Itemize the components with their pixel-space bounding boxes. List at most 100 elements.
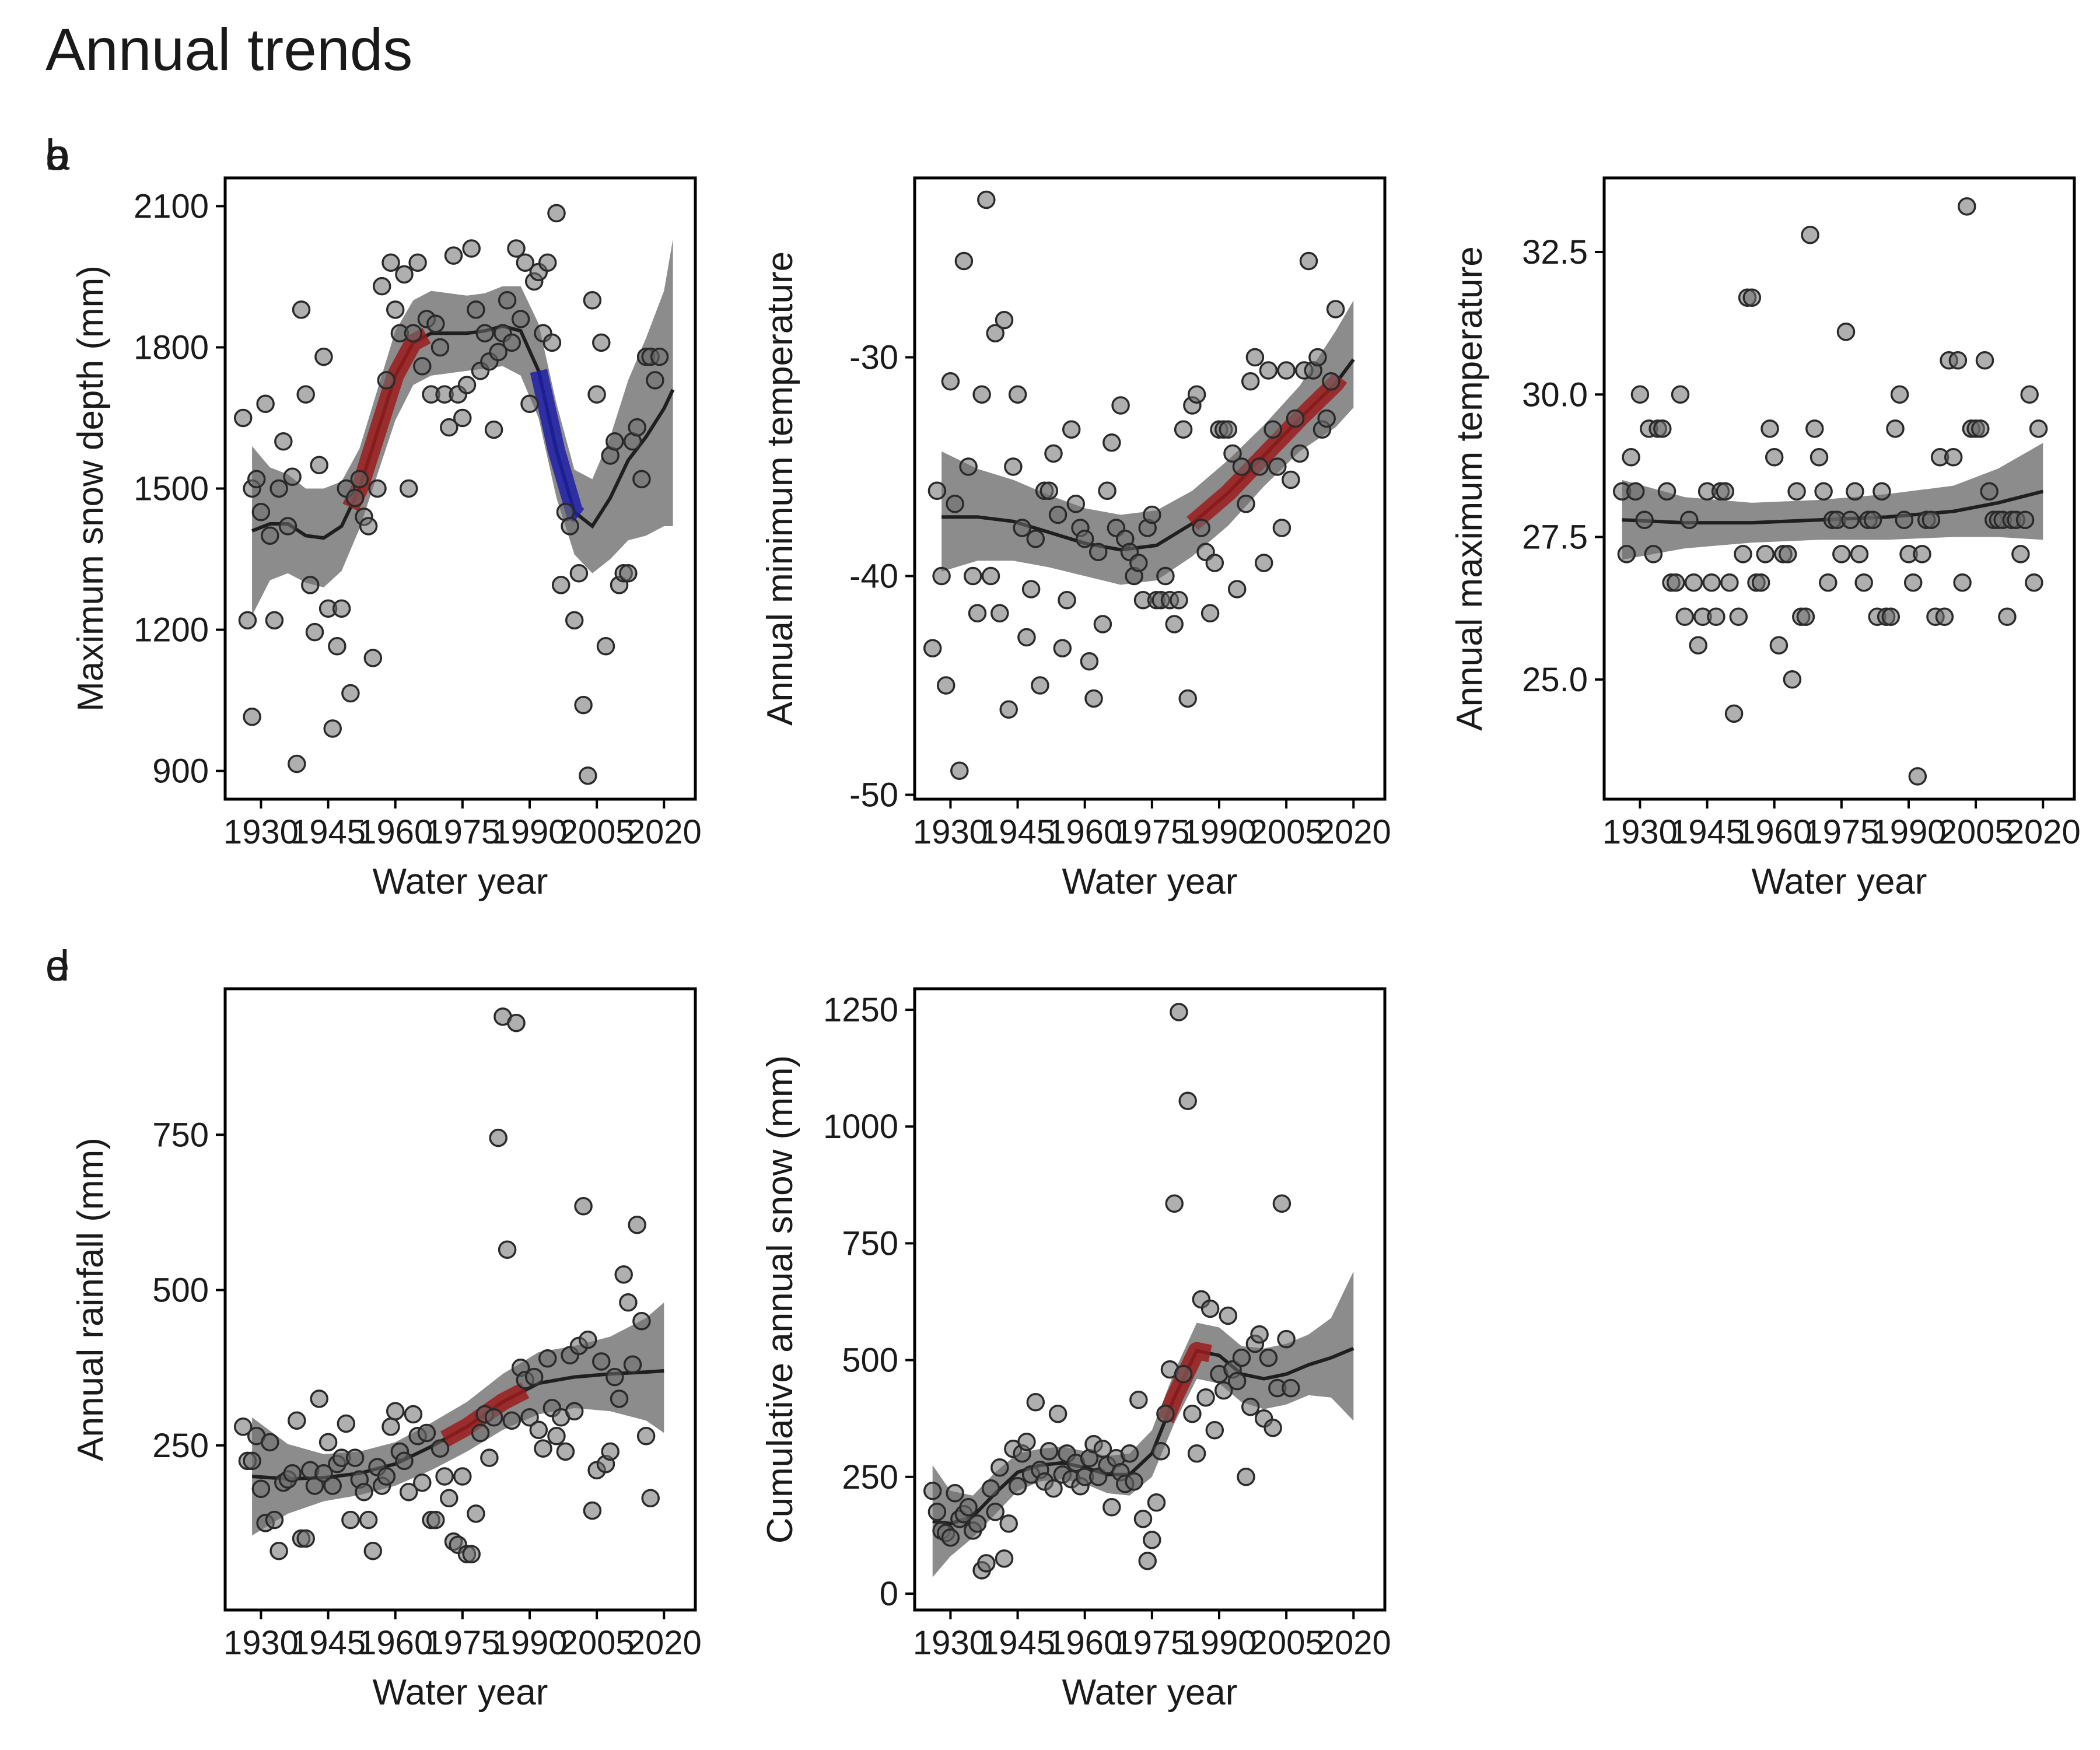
data-point bbox=[538, 253, 557, 272]
panels-container: a193019451960197519902005202090012001500… bbox=[46, 131, 2081, 1713]
data-point bbox=[1223, 444, 1242, 463]
panel-border bbox=[1602, 176, 2076, 801]
y-tick-label: 1000 bbox=[823, 1108, 898, 1146]
data-point bbox=[1259, 361, 1278, 380]
data-point bbox=[1836, 323, 1856, 341]
data-point bbox=[310, 1390, 328, 1408]
data-point bbox=[305, 622, 324, 642]
data-point bbox=[1286, 409, 1305, 428]
data-point bbox=[999, 1514, 1018, 1533]
data-point bbox=[574, 695, 593, 715]
data-point bbox=[484, 1408, 503, 1427]
data-point bbox=[946, 495, 964, 513]
data-point bbox=[1322, 372, 1340, 391]
data-point bbox=[1832, 545, 1851, 564]
data-point bbox=[507, 239, 526, 258]
data-point bbox=[1308, 348, 1327, 367]
data-point bbox=[1250, 457, 1269, 476]
data-point bbox=[323, 719, 342, 738]
data-point bbox=[1017, 1432, 1036, 1451]
data-point bbox=[238, 611, 257, 630]
data-point bbox=[579, 766, 597, 785]
data-point bbox=[1008, 1477, 1027, 1496]
plot-area bbox=[233, 204, 675, 785]
data-point bbox=[467, 300, 485, 319]
data-point bbox=[1075, 529, 1094, 548]
y-tick-label: 250 bbox=[842, 1458, 898, 1496]
data-point bbox=[928, 481, 947, 501]
data-point bbox=[1299, 251, 1318, 271]
data-point bbox=[1282, 1378, 1300, 1398]
data-point bbox=[551, 576, 570, 594]
data-point bbox=[583, 291, 602, 310]
data-point bbox=[265, 611, 284, 630]
data-point bbox=[1245, 348, 1265, 367]
confidence-band bbox=[1622, 443, 2043, 560]
data-point bbox=[936, 676, 956, 695]
data-point bbox=[614, 1265, 633, 1284]
data-point bbox=[440, 1489, 459, 1508]
data-point bbox=[1080, 652, 1099, 671]
data-point bbox=[1237, 1468, 1255, 1486]
data-point bbox=[596, 637, 615, 656]
x-tick-label: 1930 bbox=[223, 1624, 299, 1662]
data-point bbox=[986, 324, 1005, 342]
y-tick-label: -40 bbox=[849, 558, 898, 596]
data-point bbox=[1129, 1390, 1148, 1409]
data-point bbox=[1040, 481, 1059, 501]
data-point bbox=[542, 333, 562, 352]
x-tick-label: 1960 bbox=[1737, 813, 1812, 851]
data-point bbox=[1129, 554, 1148, 572]
data-point bbox=[1147, 1493, 1166, 1512]
data-point bbox=[484, 420, 503, 439]
data-point bbox=[959, 1498, 978, 1517]
data-point bbox=[1254, 554, 1273, 572]
data-point bbox=[288, 754, 306, 774]
data-point bbox=[1935, 607, 1954, 626]
data-point bbox=[1264, 1418, 1282, 1437]
data-point bbox=[350, 470, 369, 489]
data-point bbox=[941, 1528, 960, 1547]
confidence-band bbox=[252, 239, 673, 616]
data-point bbox=[968, 604, 987, 623]
data-point bbox=[516, 253, 535, 272]
x-tick-label: 1945 bbox=[980, 813, 1055, 851]
data-point bbox=[561, 517, 579, 536]
y-tick-label: 1800 bbox=[134, 328, 209, 366]
x-tick-label: 2020 bbox=[1316, 1624, 1391, 1662]
data-point bbox=[1143, 505, 1161, 524]
data-point bbox=[547, 1427, 566, 1446]
data-point bbox=[2011, 545, 2030, 564]
data-point bbox=[2020, 385, 2039, 404]
data-point bbox=[430, 1439, 450, 1458]
data-point bbox=[1088, 542, 1108, 561]
data-point bbox=[1156, 1404, 1175, 1423]
data-point bbox=[337, 1414, 356, 1433]
data-point bbox=[462, 239, 481, 258]
data-point bbox=[328, 637, 346, 656]
panel-letter: a bbox=[46, 131, 70, 179]
data-point bbox=[453, 408, 472, 428]
data-point bbox=[1133, 1510, 1153, 1528]
data-point bbox=[1751, 573, 1770, 592]
data-point bbox=[363, 649, 383, 667]
data-point bbox=[646, 371, 664, 390]
data-point bbox=[636, 1427, 656, 1446]
y-tick-label: 1200 bbox=[134, 611, 209, 649]
data-point bbox=[1008, 385, 1027, 404]
x-tick-label: 1990 bbox=[1871, 813, 1946, 851]
data-point bbox=[1702, 573, 1721, 592]
y-axis-title: Cumulative annual snow (mm) bbox=[760, 1055, 800, 1544]
data-point bbox=[453, 1467, 472, 1486]
data-point bbox=[1120, 1444, 1139, 1463]
data-point bbox=[292, 300, 311, 319]
data-point bbox=[946, 1484, 964, 1503]
data-point bbox=[1863, 510, 1882, 529]
data-point bbox=[265, 1510, 284, 1530]
data-point bbox=[1277, 1329, 1296, 1349]
panel-border bbox=[913, 987, 1387, 1612]
data-point bbox=[524, 1367, 544, 1387]
panel-c: c193019451960197519902005202025.027.530.… bbox=[46, 131, 2081, 902]
data-point bbox=[413, 356, 432, 376]
